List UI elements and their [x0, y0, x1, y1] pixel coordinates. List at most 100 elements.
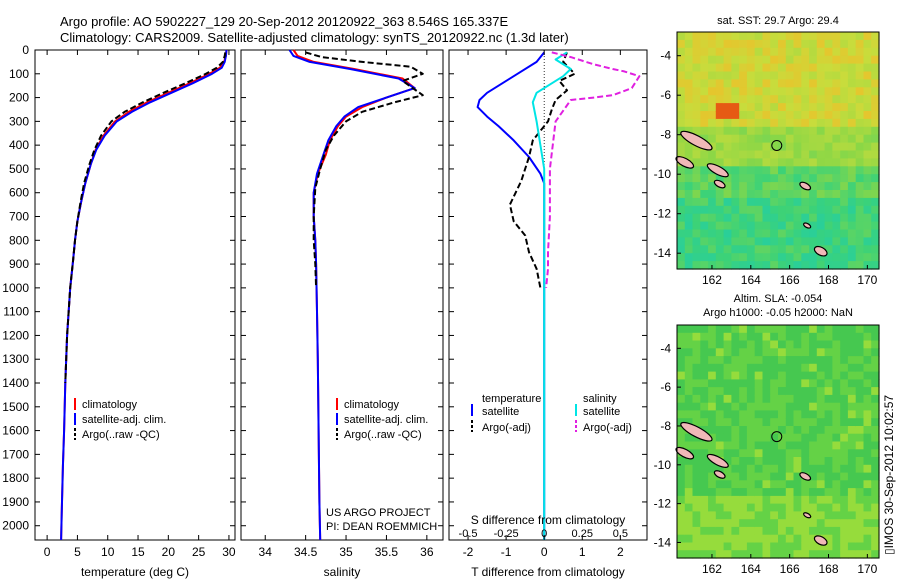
map-cell [708, 503, 717, 512]
map-cell [809, 32, 818, 41]
sla-map-ticks: 162 164 166 168 170-4-6-8-10-12-14 [654, 341, 878, 576]
map-cell [809, 253, 818, 262]
y-tick-label: 2000 [2, 519, 29, 533]
map-cell [824, 511, 833, 520]
y-tick-label: 300 [9, 114, 29, 128]
map-y-tick-label: -6 [660, 88, 671, 102]
map-cell [793, 197, 802, 207]
map-cell [778, 47, 787, 57]
map-cell [770, 519, 779, 528]
map-cell [801, 410, 810, 419]
map-cell [684, 95, 694, 104]
map-cell [746, 103, 756, 112]
map-cell [863, 174, 872, 183]
map-cell [677, 134, 686, 144]
map-cell [824, 418, 833, 427]
map-cell [840, 511, 849, 520]
map-cell [677, 511, 686, 520]
salinity-legend: climatology satellite-adj. clim. Argo(..… [336, 398, 428, 441]
map-cell [723, 126, 732, 136]
map-cell [770, 253, 779, 262]
map-cell [692, 449, 701, 458]
map-cell [684, 534, 694, 544]
legend-label-satellite: satellite-adj. clim. [82, 414, 166, 426]
map-cell [824, 95, 833, 104]
map-cell [684, 79, 694, 88]
map-cell [793, 47, 802, 57]
map-cell [770, 79, 779, 88]
map-cell [677, 229, 686, 238]
map-cell [778, 325, 787, 334]
map-cell [715, 174, 725, 183]
island-0 [680, 421, 713, 442]
map-cell [677, 111, 686, 120]
map-cell [700, 39, 709, 49]
map-cell [793, 410, 802, 419]
map-cell [692, 71, 701, 80]
map-cell [700, 464, 709, 474]
map-cell [840, 182, 849, 191]
map-cell [739, 371, 748, 380]
map-cell [793, 166, 802, 175]
map-cell [723, 495, 732, 505]
map-cell [746, 150, 756, 159]
map-cell [871, 205, 880, 215]
map-cell [762, 534, 771, 544]
map-cell [816, 95, 826, 104]
map-cell [700, 55, 709, 65]
map-cell [692, 213, 701, 223]
map-cell [746, 190, 756, 199]
map-cell [739, 363, 748, 373]
map-cell [809, 418, 818, 427]
map-cell [855, 103, 865, 112]
map-cell [824, 441, 833, 450]
map-cell [871, 32, 880, 41]
map-cell [785, 158, 795, 167]
map-cell [762, 87, 771, 96]
map-cell [754, 142, 764, 152]
map-cell [746, 534, 756, 544]
map-cell [824, 213, 833, 223]
map-cell [863, 449, 872, 458]
map-cell [746, 118, 756, 128]
map-cell [677, 166, 686, 175]
map-cell [731, 253, 740, 262]
map-cell [723, 534, 732, 544]
map-cell [847, 503, 857, 512]
map-cell [871, 433, 880, 443]
map-cell [715, 253, 725, 262]
map-cell [715, 237, 725, 246]
map-cell [677, 63, 686, 73]
map-cell [863, 71, 872, 80]
map-cell [785, 488, 795, 497]
map-cell [847, 213, 857, 223]
map-cell [708, 394, 717, 404]
map-cell [855, 134, 865, 144]
map-cell [754, 134, 764, 144]
map-cell [746, 221, 756, 231]
map-cell [739, 480, 748, 489]
map-cell [762, 237, 771, 246]
island-3 [799, 472, 812, 481]
map-cell [785, 197, 795, 207]
x-tick-label: 25 [192, 545, 206, 559]
map-cell [832, 134, 841, 144]
map-cell [715, 410, 725, 419]
map-cell [739, 495, 748, 505]
map-cell [677, 103, 686, 112]
map-cell [785, 348, 795, 357]
map-cell [731, 134, 740, 144]
map-cell [847, 190, 857, 199]
map-cell [832, 332, 841, 342]
map-cell [832, 441, 841, 450]
map-cell [684, 63, 694, 73]
map-cell [684, 261, 694, 270]
island-1 [706, 453, 729, 468]
map-cell [746, 363, 756, 373]
map-cell [816, 511, 826, 520]
map-cell [816, 433, 826, 443]
map-cell [863, 526, 872, 536]
map-cell [700, 213, 709, 223]
map-cell [816, 190, 826, 199]
map-cell [855, 526, 865, 536]
